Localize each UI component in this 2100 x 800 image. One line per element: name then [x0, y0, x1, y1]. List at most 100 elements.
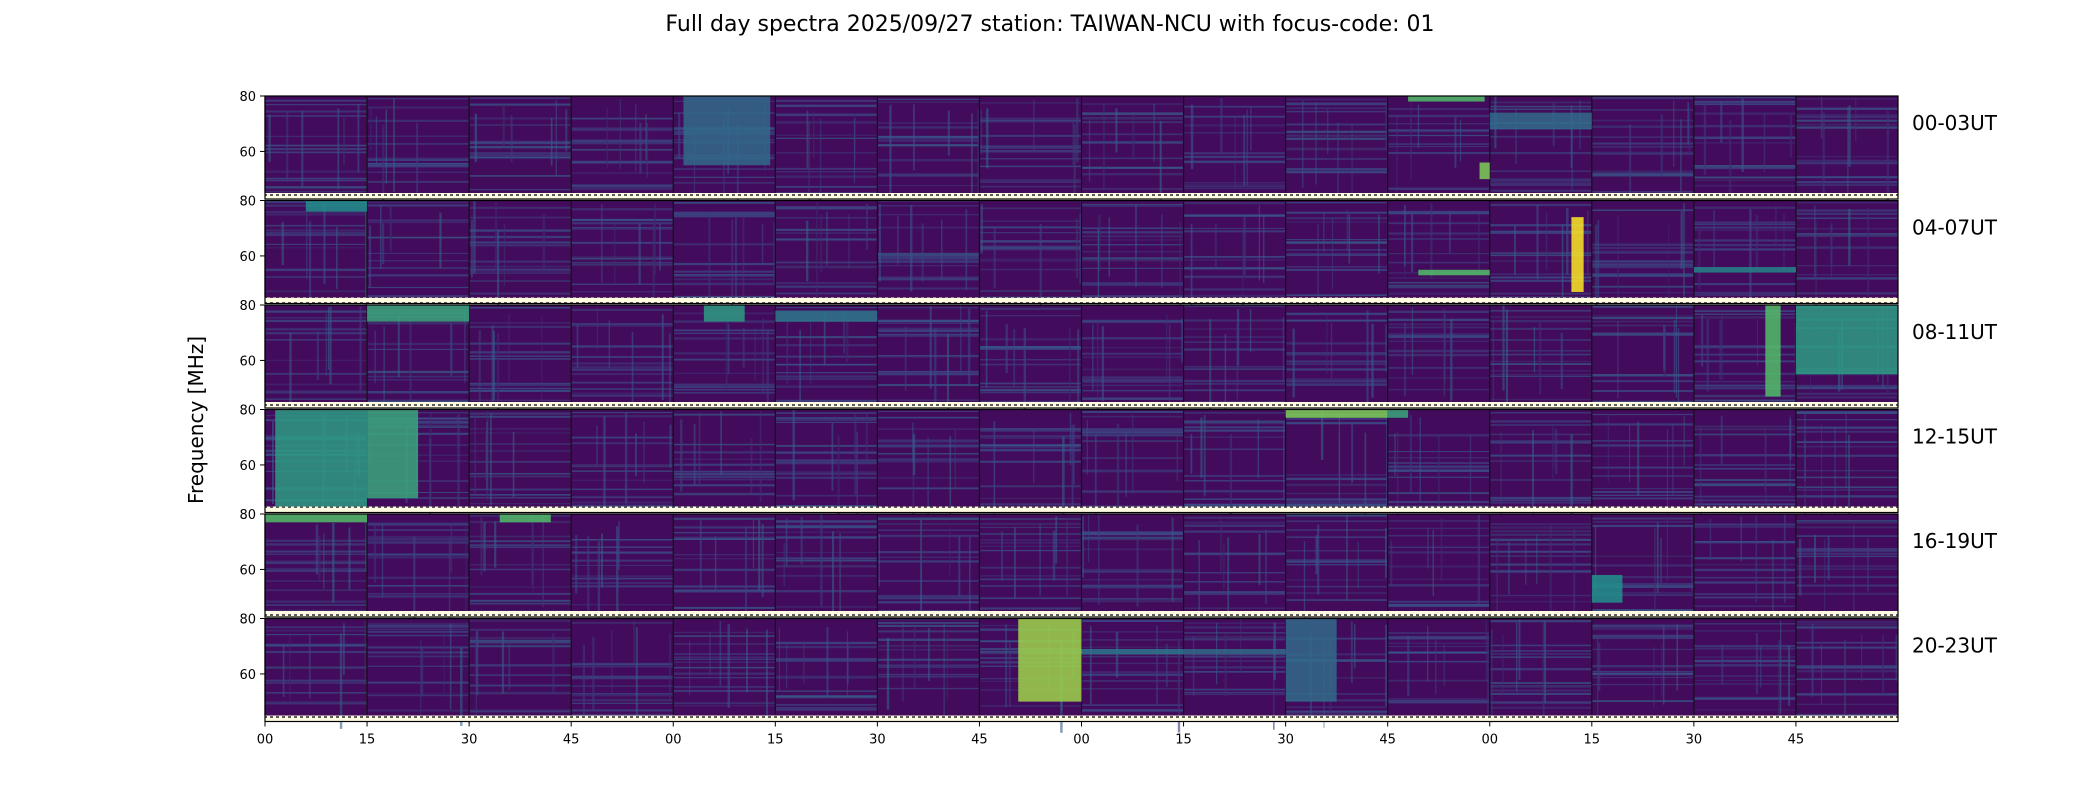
time-strip — [265, 297, 1898, 304]
spectrum-panel — [774, 409, 878, 527]
spectrum-burst — [1571, 217, 1584, 292]
spectrum-panel — [1693, 409, 1796, 516]
spectrum-panel — [1387, 305, 1490, 404]
spectrum-burst — [683, 96, 771, 166]
spectrum-panel — [1285, 305, 1388, 407]
spectrum-burst — [275, 409, 368, 507]
spectrum-burst — [1765, 305, 1781, 397]
spectrum-panel — [1080, 200, 1184, 316]
spectrum-panel — [978, 305, 1082, 427]
spectrum-panel — [1693, 96, 1796, 199]
spectrum-panel — [1080, 514, 1185, 611]
time-strip — [265, 193, 1898, 199]
spectrum-panel — [774, 200, 878, 298]
spectrum-burst — [775, 310, 878, 322]
row-time-label: 12-15UT — [1912, 425, 1998, 449]
y-tick-label: 60 — [239, 250, 256, 265]
time-strip — [265, 611, 1898, 617]
spectrum-burst — [1285, 409, 1388, 418]
spectrum-panel — [876, 618, 980, 719]
spectrum-panel — [1795, 514, 1898, 617]
spectrum-panel — [978, 409, 1082, 527]
spectrum-panel — [672, 200, 776, 306]
x-tick-label: 30 — [1686, 733, 1703, 748]
spectrum-panel — [876, 200, 980, 298]
spectrum-panel — [1080, 618, 1186, 733]
spectrum-panel — [468, 305, 572, 411]
y-tick-label: 80 — [239, 613, 256, 628]
spectrum-panel — [264, 200, 368, 313]
spectrum-panel — [1591, 618, 1694, 718]
spectrum-panel — [1387, 96, 1490, 211]
spectrum-panel — [264, 618, 368, 729]
spectrum-panel — [1591, 200, 1694, 318]
spectrum-panel — [1387, 514, 1491, 611]
spectrum-panel — [1182, 305, 1286, 421]
spectrum-burst — [1418, 269, 1490, 276]
x-tick-label: 15 — [1175, 733, 1192, 748]
spectrum-panel — [1285, 514, 1388, 631]
spectrum-panel — [1080, 96, 1184, 218]
spectrum-panel — [1591, 305, 1694, 411]
spectrum-burst — [1408, 96, 1485, 102]
spectrum-panel — [1489, 514, 1592, 625]
spectrum-panel — [1489, 618, 1592, 723]
spectrum-panel — [876, 409, 980, 529]
spectrum-panel — [468, 200, 572, 320]
spectrum-panel — [774, 514, 878, 617]
y-tick-label: 60 — [239, 354, 256, 369]
spectrum-panel — [1182, 514, 1286, 634]
y-tick-label: 80 — [239, 508, 256, 523]
spectrum-panel — [366, 514, 470, 629]
spectrum-panel — [366, 200, 470, 298]
spectrum-panel — [1693, 618, 1796, 718]
spectrum-burst — [1795, 305, 1898, 375]
spectra-row: 80 60 08-11UT — [239, 299, 1998, 427]
spectrum-panel — [570, 305, 674, 424]
spectrum-panel — [672, 409, 776, 508]
row-time-label: 04-07UT — [1912, 216, 1998, 240]
x-tick-label: 45 — [971, 733, 988, 748]
x-tick-label: 45 — [1379, 733, 1396, 748]
spectrum-panel — [1489, 409, 1592, 531]
spectrum-panel — [978, 514, 1082, 611]
y-tick-label: 80 — [239, 195, 256, 210]
x-tick-label: 15 — [767, 733, 784, 748]
spectrum-panel — [672, 514, 776, 620]
time-strip — [265, 506, 1898, 513]
x-tick-label: 45 — [563, 733, 580, 748]
spectrum-burst — [1387, 409, 1409, 418]
spectrum-panel — [1693, 514, 1797, 618]
spectrum-panel — [1795, 200, 1898, 311]
spectrum-burst — [499, 514, 551, 523]
spectrum-burst — [367, 305, 470, 322]
spectrum-panel — [570, 514, 674, 626]
spectrum-panel — [1182, 96, 1286, 193]
spectra-row: 80 60 16-19UT — [239, 508, 1998, 634]
spectrum-panel — [570, 96, 674, 193]
x-tick-label: 15 — [1584, 733, 1601, 748]
spectrum-panel — [264, 96, 368, 195]
y-tick-label: 60 — [239, 145, 256, 160]
spectrum-panel — [1080, 305, 1184, 414]
spectrum-panel — [1182, 409, 1286, 524]
x-tick-label: 30 — [1277, 733, 1294, 748]
x-tick-label: 00 — [1481, 733, 1498, 748]
spectrum-panel — [468, 96, 572, 193]
spectra-row: 80 60 12-15UT — [239, 404, 1998, 531]
spectrum-panel — [774, 618, 878, 716]
x-tick-label: 30 — [869, 733, 886, 748]
spectrum-panel — [570, 200, 674, 303]
spectrum-panel — [876, 305, 980, 422]
spectrum-panel — [876, 96, 980, 206]
spectrum-panel — [1591, 96, 1694, 207]
spectrum-panel — [1182, 618, 1286, 730]
spectra-row: 80 60 00-03UT — [239, 90, 1998, 220]
chart-title: Full day spectra 2025/09/27 station: TAI… — [665, 12, 1435, 37]
spectrum-panel — [468, 409, 572, 507]
spectrum-panel — [1795, 96, 1898, 202]
spectrum-panel — [978, 96, 1082, 209]
spectrum-panel — [1182, 200, 1286, 319]
spectrum-burst — [1693, 267, 1796, 273]
